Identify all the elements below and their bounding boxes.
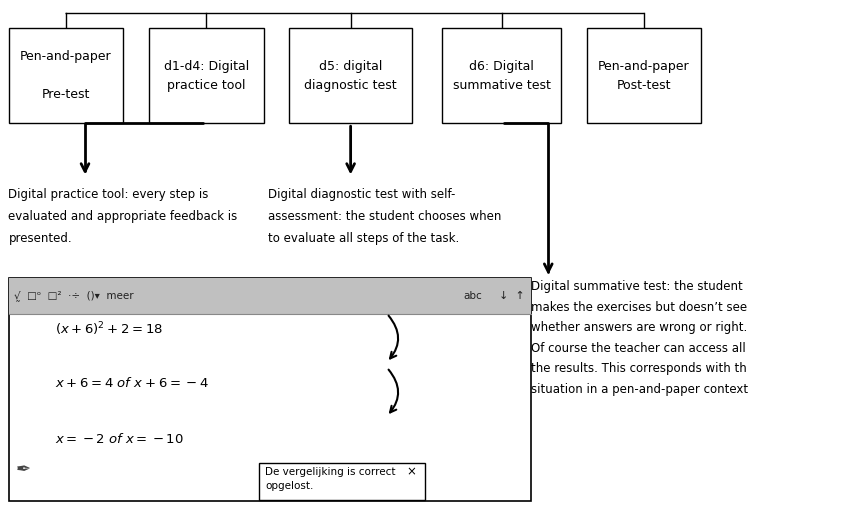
Text: Pen-and-paper

Pre-test: Pen-and-paper Pre-test bbox=[20, 50, 111, 101]
Text: √̰  □ᵒ  □²  ·÷  ()▾  meer: √̰ □ᵒ □² ·÷ ()▾ meer bbox=[14, 290, 133, 301]
FancyBboxPatch shape bbox=[442, 28, 561, 123]
Text: ×: × bbox=[406, 466, 416, 479]
FancyBboxPatch shape bbox=[259, 463, 425, 500]
FancyArrowPatch shape bbox=[388, 370, 398, 412]
Text: De vergelijking is correct
opgelost.: De vergelijking is correct opgelost. bbox=[265, 467, 396, 491]
FancyBboxPatch shape bbox=[289, 28, 412, 123]
FancyBboxPatch shape bbox=[8, 28, 123, 123]
Text: abc: abc bbox=[463, 290, 482, 301]
Text: d6: Digital
summative test: d6: Digital summative test bbox=[452, 60, 551, 92]
Text: ✒: ✒ bbox=[15, 461, 31, 480]
FancyArrowPatch shape bbox=[388, 316, 398, 358]
Text: Digital diagnostic test with self-
assessment: the student chooses when
to evalu: Digital diagnostic test with self- asses… bbox=[268, 188, 502, 245]
FancyBboxPatch shape bbox=[8, 278, 531, 314]
Text: $(x+6)^{2}+2=18$: $(x+6)^{2}+2=18$ bbox=[55, 320, 163, 338]
Text: $x=-2\ \mathit{of}\ x=-10$: $x=-2\ \mathit{of}\ x=-10$ bbox=[55, 432, 184, 447]
FancyBboxPatch shape bbox=[586, 28, 701, 123]
Text: Digital summative test: the student
makes the exercises but doesn’t see
whether : Digital summative test: the student make… bbox=[531, 280, 748, 396]
FancyBboxPatch shape bbox=[8, 278, 531, 501]
Text: d5: digital
diagnostic test: d5: digital diagnostic test bbox=[304, 60, 397, 92]
Text: d1-d4: Digital
practice tool: d1-d4: Digital practice tool bbox=[163, 60, 249, 92]
Text: Pen-and-paper
Post-test: Pen-and-paper Post-test bbox=[598, 60, 689, 92]
Text: ↓  ↑: ↓ ↑ bbox=[499, 290, 524, 301]
Text: Digital practice tool: every step is
evaluated and appropriate feedback is
prese: Digital practice tool: every step is eva… bbox=[8, 188, 238, 245]
FancyBboxPatch shape bbox=[149, 28, 264, 123]
Text: $x+6=4\ \mathit{of}\ x+6=-4$: $x+6=4\ \mathit{of}\ x+6=-4$ bbox=[55, 376, 209, 390]
